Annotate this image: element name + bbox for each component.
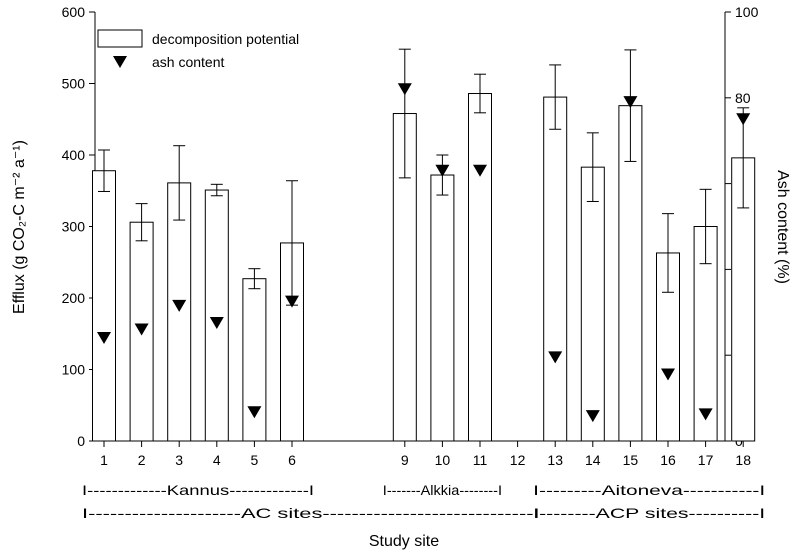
ash-marker-site-10 [435, 164, 450, 177]
x-tick-label: 13 [547, 452, 563, 468]
x-tick-label: 12 [510, 452, 526, 468]
y-tick-label-right: 100 [735, 4, 759, 20]
x-ticks: 1 2 3 4 5 6 9 10 11 12 13 14 15 16 17 18 [100, 441, 751, 468]
legend-label-ash: ash content [152, 54, 224, 70]
y-tick-label-left: 500 [62, 76, 86, 92]
bar-site-14 [580, 166, 605, 442]
group-label: I-------Alkkia--------I [383, 482, 502, 498]
group-label: I--------ACP sites----------I [533, 505, 765, 521]
bar-site-1 [92, 170, 116, 442]
y-tick-label-left: 0 [77, 433, 85, 449]
ash-markers [97, 83, 751, 423]
ash-marker-site-5 [247, 406, 262, 419]
group-label: I-------------Kannus-------------I [82, 482, 314, 498]
site-groups: I-------------Kannus-------------I I-----… [82, 482, 765, 521]
x-tick-label: 14 [585, 452, 601, 468]
bars [92, 93, 756, 442]
x-tick-label: 5 [251, 452, 259, 468]
ash-marker-site-4 [209, 317, 224, 330]
bar-site-3 [167, 182, 192, 442]
x-tick-label: 2 [138, 452, 146, 468]
ash-marker-site-16 [661, 368, 675, 381]
ash-marker-site-14 [585, 410, 600, 423]
x-tick-label: 15 [623, 452, 639, 468]
y-tick-label-left: 400 [62, 147, 86, 163]
ash-marker-site-6 [285, 295, 299, 308]
y-axis-title-left: Efflux (g CO₂-C m⁻² a⁻¹) [11, 140, 28, 314]
group-label: I---------Aitoneva-----------I [533, 482, 765, 498]
ash-marker-site-17 [698, 408, 713, 421]
ash-marker-site-15 [623, 96, 638, 109]
bar-site-13 [543, 96, 568, 442]
ash-marker-site-18 [736, 113, 751, 126]
x-tick-label: 4 [213, 452, 221, 468]
bar-site-10 [430, 174, 455, 442]
x-tick-label: 17 [698, 452, 714, 468]
legend: decomposition potential ash content [97, 29, 299, 70]
x-tick-label: 1 [100, 452, 108, 468]
y-tick-label-left: 600 [62, 4, 86, 20]
ash-marker-site-9 [397, 83, 412, 96]
y-tick-label-left: 300 [62, 219, 86, 235]
x-axis-title: Study site [369, 533, 439, 550]
x-tick-label: 6 [288, 452, 296, 468]
x-tick-label: 9 [401, 452, 409, 468]
bar-site-4 [204, 189, 229, 442]
x-tick-label: 10 [435, 452, 451, 468]
group-label: I---------------------AC sites----------… [82, 505, 540, 521]
legend-marker-swatch [113, 56, 127, 68]
ash-marker-site-11 [473, 164, 487, 177]
x-tick-label: 16 [660, 452, 676, 468]
legend-label-decomposition: decomposition potential [152, 31, 299, 47]
y-tick-label-left: 100 [62, 362, 86, 378]
ash-marker-site-3 [172, 299, 187, 312]
x-tick-label: 18 [735, 452, 751, 468]
x-tick-label: 11 [473, 452, 488, 468]
y-axis-title-right: Ash content (%) [774, 170, 791, 284]
ash-marker-site-2 [134, 323, 149, 336]
legend-bar-swatch [97, 29, 143, 48]
y-tick-label-left: 200 [62, 290, 86, 306]
x-tick-label: 3 [175, 452, 183, 468]
y-tick-label-right: 80 [735, 90, 751, 106]
ash-marker-site-1 [97, 332, 111, 345]
error-bars [98, 48, 750, 306]
bar-site-11 [468, 93, 492, 442]
ash-marker-site-13 [548, 351, 563, 364]
